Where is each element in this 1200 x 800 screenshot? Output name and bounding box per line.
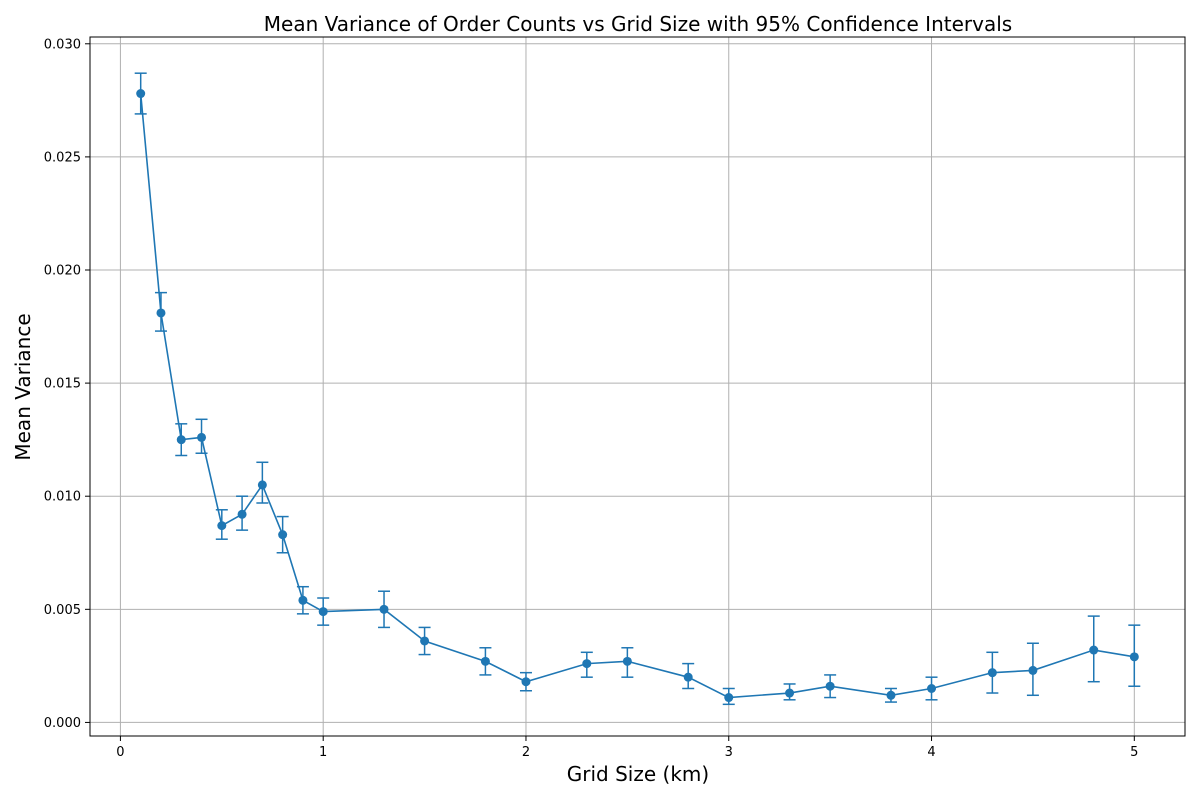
- axis-ticks: 0 1 2 3 4 5 0.000 0.005 0.010 0.015 0.020 0.025 0.03…: [44, 37, 1139, 760]
- x-tick-label: 0: [116, 745, 124, 760]
- data-point: [927, 683, 937, 693]
- x-tick-label: 5: [1130, 745, 1138, 760]
- data-point: [1129, 652, 1139, 662]
- series: [134, 72, 1141, 706]
- x-tick-label: 3: [725, 745, 733, 760]
- y-tick-label: 0.000: [44, 716, 81, 731]
- y-tick-label: 0.015: [44, 377, 81, 392]
- data-point: [379, 604, 389, 614]
- data-point: [420, 636, 430, 646]
- data-point: [197, 432, 207, 442]
- data-point: [278, 530, 288, 540]
- data-point: [480, 656, 490, 666]
- data-point: [136, 89, 146, 99]
- data-point: [886, 690, 896, 700]
- data-point: [1089, 645, 1099, 655]
- data-point: [683, 672, 693, 682]
- chart-title: Mean Variance of Order Counts vs Grid Si…: [264, 12, 1012, 36]
- data-point: [257, 480, 267, 490]
- data-point: [724, 693, 734, 703]
- data-point: [582, 659, 592, 669]
- y-tick-label: 0.005: [44, 603, 81, 618]
- data-point: [825, 681, 835, 691]
- y-axis-label: Mean Variance: [11, 313, 35, 460]
- x-tick-label: 1: [319, 745, 327, 760]
- data-point: [622, 656, 632, 666]
- data-point: [298, 595, 308, 605]
- y-tick-label: 0.025: [44, 150, 81, 165]
- y-tick-label: 0.020: [44, 264, 81, 279]
- x-axis-label: Grid Size (km): [567, 762, 709, 786]
- series-line: [139, 93, 1135, 699]
- x-tick-label: 4: [927, 745, 935, 760]
- grid: [90, 37, 1185, 736]
- data-point: [987, 668, 997, 678]
- y-tick-label: 0.010: [44, 490, 81, 505]
- y-tick-label: 0.030: [44, 37, 81, 52]
- data-point: [1028, 665, 1038, 675]
- data-point: [237, 509, 247, 519]
- data-point: [318, 607, 328, 617]
- data-point: [156, 308, 166, 318]
- data-point: [521, 677, 531, 687]
- data-point: [176, 435, 186, 445]
- plot-frame: [89, 36, 1186, 737]
- data-point: [217, 521, 227, 531]
- data-point: [785, 688, 795, 698]
- x-tick-label: 2: [522, 745, 530, 760]
